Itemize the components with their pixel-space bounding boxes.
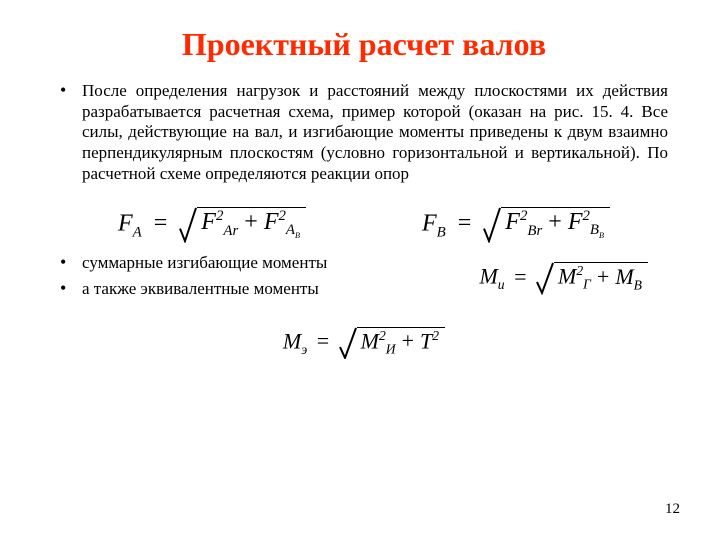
formula-fa: FA = F2Ar + F2AB [118, 207, 306, 243]
row-mid: суммарные изгибающие моменты а также экв… [60, 253, 668, 305]
bullet-list-1: После определения нагрузок и расстояний … [60, 81, 668, 185]
formula-mi: Mи = M2Г + MВ [479, 262, 648, 295]
bullet-item: а также эквивалентные моменты [60, 279, 459, 299]
formula-fb: FB = F2Br + F2BB [422, 207, 610, 243]
sqrt-icon [483, 207, 501, 243]
slide-title: Проектный расчет валов [60, 26, 668, 63]
page-number: 12 [665, 501, 680, 518]
bullet-item: После определения нагрузок и расстояний … [60, 81, 668, 185]
bullet-list-2: суммарные изгибающие моменты а также экв… [60, 253, 459, 299]
formula-me: Mэ = M2И + T2 [283, 327, 445, 360]
formula-row-bottom: Mэ = M2И + T2 [60, 327, 668, 360]
paragraph-text: После определения нагрузок и расстояний … [82, 81, 668, 185]
sqrt-icon [179, 207, 197, 243]
bullet-item: суммарные изгибающие моменты [60, 253, 459, 273]
formula-row-top: FA = F2Ar + F2AB FB = F2Br [60, 207, 668, 243]
sqrt-icon [536, 262, 554, 295]
sqrt-icon [339, 327, 357, 360]
